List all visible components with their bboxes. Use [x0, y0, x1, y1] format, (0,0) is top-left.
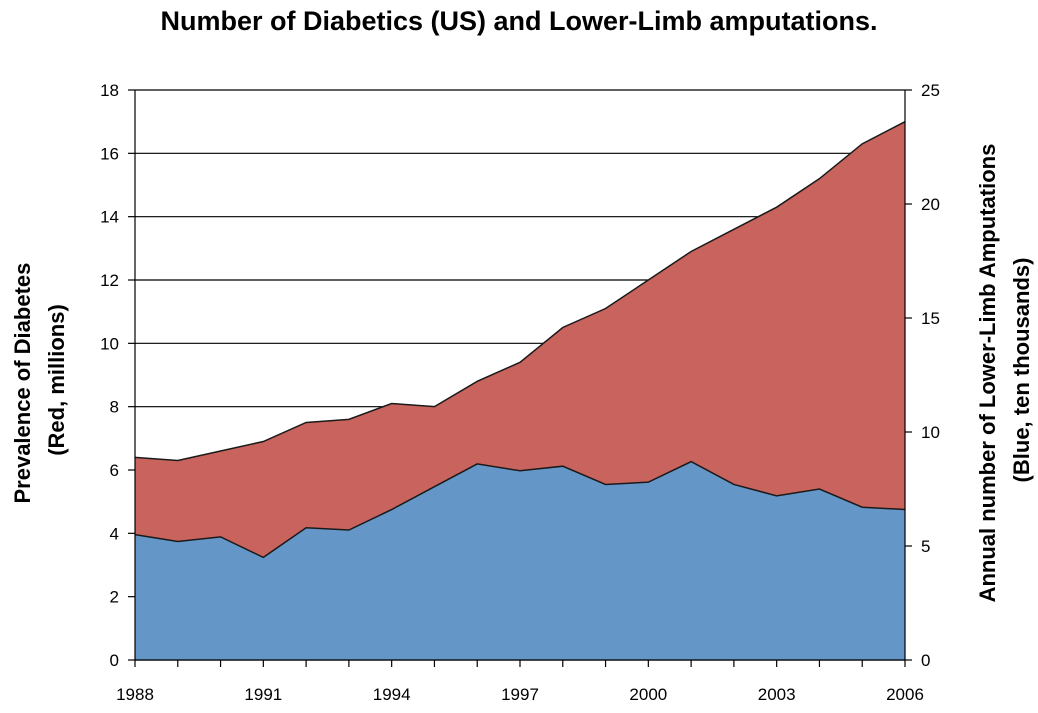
right-axis-title-line2: (Blue, ten thousands)	[1009, 258, 1034, 483]
right-axis-title-line1: Annual number of Lower-Limb Amputations	[975, 144, 1000, 603]
left-tick-label: 6	[110, 461, 119, 480]
left-tick-label: 12	[100, 271, 119, 290]
right-tick-label: 0	[921, 651, 930, 670]
left-axis-title: Prevalence of Diabetes (Red, millions)	[10, 256, 69, 503]
right-axis-ticks: 0 5 10 15 20 25	[905, 81, 940, 670]
x-tick-label: 2006	[886, 685, 924, 704]
left-tick-label: 0	[110, 651, 119, 670]
x-tick-label: 1988	[116, 685, 154, 704]
left-axis-ticks: 0 2 4 6 8 10 12 14 16 18	[100, 81, 135, 670]
left-tick-label: 8	[110, 398, 119, 417]
x-tick-label: 2003	[758, 685, 796, 704]
x-tick-label: 1991	[244, 685, 282, 704]
x-tick-label: 1997	[501, 685, 539, 704]
plot-area	[134, 121, 906, 660]
right-tick-label: 20	[921, 195, 940, 214]
left-tick-label: 18	[100, 81, 119, 100]
x-tick-label: 1994	[373, 685, 411, 704]
left-tick-label: 2	[110, 588, 119, 607]
left-tick-label: 16	[100, 144, 119, 163]
right-tick-label: 5	[921, 537, 930, 556]
left-tick-label: 10	[100, 334, 119, 353]
amputations-line	[134, 460, 906, 559]
x-axis-ticks: 1988 1991 1994 1997 2000 2003 2006	[116, 660, 924, 704]
diabetes-line	[134, 121, 906, 462]
left-axis-title-line2: (Red, millions)	[44, 304, 69, 456]
right-tick-label: 10	[921, 423, 940, 442]
chart-title: Number of Diabetics (US) and Lower-Limb …	[160, 6, 877, 36]
right-tick-label: 25	[921, 81, 940, 100]
right-tick-label: 15	[921, 309, 940, 328]
amputations-area	[135, 461, 905, 660]
left-tick-label: 4	[110, 524, 119, 543]
x-tick-label: 2000	[629, 685, 667, 704]
right-axis-title: Annual number of Lower-Limb Amputations …	[975, 138, 1034, 603]
left-tick-label: 14	[100, 208, 119, 227]
left-axis-title-line1: Prevalence of Diabetes	[10, 263, 35, 504]
